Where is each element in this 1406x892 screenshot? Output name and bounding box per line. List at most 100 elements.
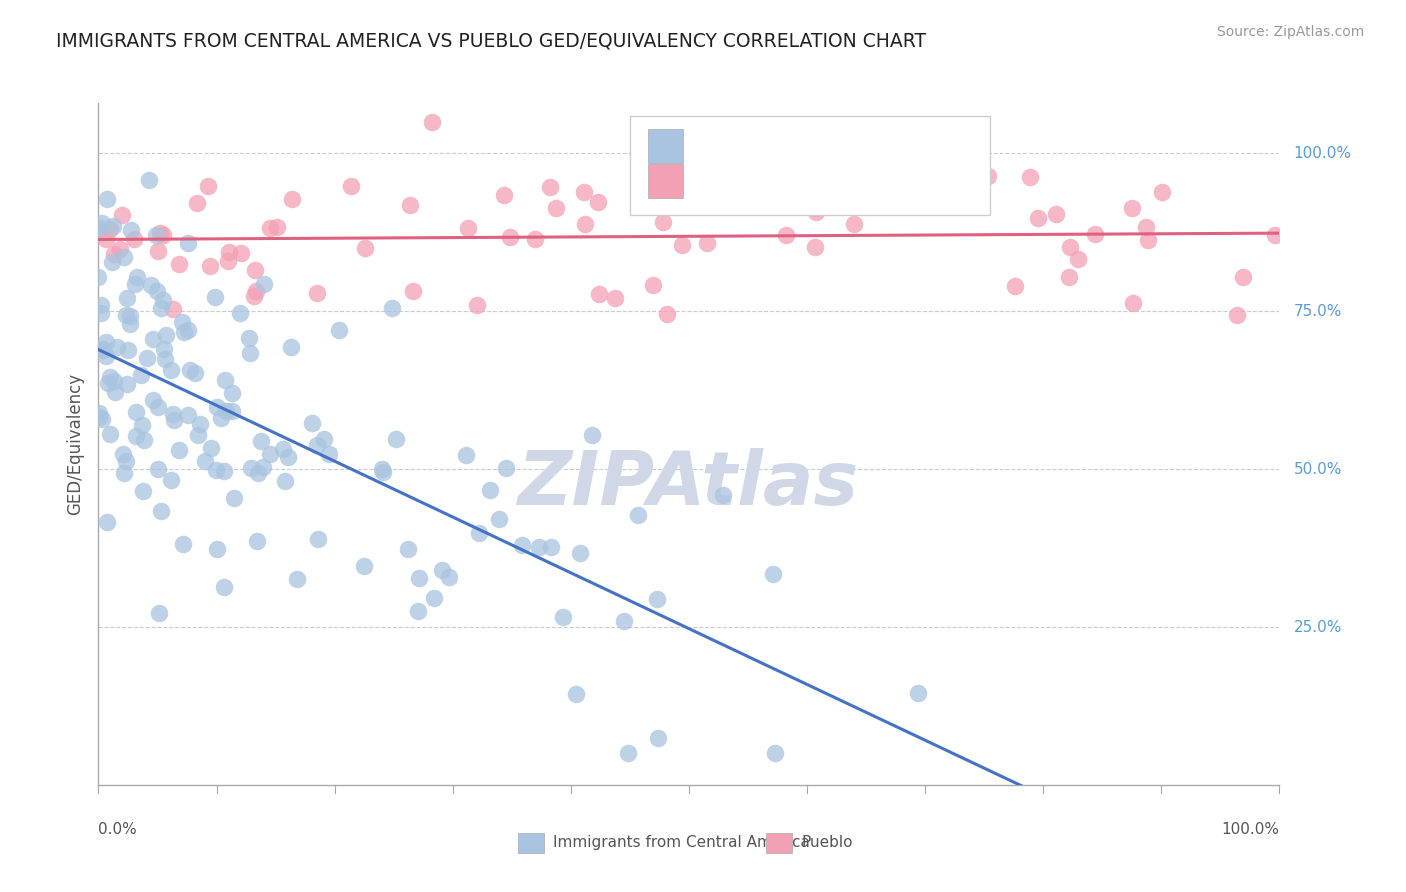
Point xyxy=(842,217,865,231)
Point xyxy=(205,400,228,414)
Text: Pueblo: Pueblo xyxy=(801,836,852,850)
Point xyxy=(173,325,195,339)
Text: 50.0%: 50.0% xyxy=(1294,461,1341,476)
Point xyxy=(132,433,155,447)
Point xyxy=(1122,296,1144,310)
Point xyxy=(87,224,110,238)
Point xyxy=(574,217,596,231)
Point xyxy=(160,363,183,377)
Text: Source: ZipAtlas.com: Source: ZipAtlas.com xyxy=(1216,25,1364,39)
Point xyxy=(89,220,111,235)
Point xyxy=(259,447,281,461)
Point xyxy=(773,166,796,180)
Point xyxy=(806,204,828,219)
Point xyxy=(205,542,228,557)
Point xyxy=(87,270,110,285)
Point xyxy=(96,232,118,246)
Point xyxy=(538,180,561,194)
Point xyxy=(229,306,252,320)
Point xyxy=(581,428,603,442)
Point xyxy=(1084,227,1107,241)
Point xyxy=(101,255,124,269)
Point xyxy=(647,731,669,745)
Point xyxy=(152,228,174,243)
Point xyxy=(312,432,335,446)
Text: 100.0%: 100.0% xyxy=(1222,822,1279,838)
Point xyxy=(167,257,190,271)
Point xyxy=(238,331,260,345)
Point xyxy=(115,376,138,391)
Point xyxy=(90,411,112,425)
Point xyxy=(112,250,135,264)
Point xyxy=(215,404,238,418)
Point xyxy=(277,450,299,465)
Point xyxy=(977,169,1000,184)
Point xyxy=(218,244,240,259)
Point xyxy=(340,178,363,193)
Point xyxy=(711,488,734,502)
Point xyxy=(122,232,145,246)
Point xyxy=(146,244,169,258)
Point xyxy=(90,305,112,319)
Point xyxy=(285,572,308,586)
Point xyxy=(588,286,610,301)
Point xyxy=(527,541,550,555)
Point xyxy=(307,286,329,301)
Point xyxy=(188,417,211,431)
Point xyxy=(242,289,264,303)
Point xyxy=(301,417,323,431)
Bar xyxy=(766,833,792,853)
Text: Immigrants from Central America: Immigrants from Central America xyxy=(553,836,810,850)
Point xyxy=(131,483,153,498)
Point xyxy=(1019,169,1042,184)
Point xyxy=(179,363,201,377)
Point xyxy=(229,245,252,260)
Point xyxy=(91,216,114,230)
Point xyxy=(478,483,501,498)
Point xyxy=(568,546,591,560)
Point xyxy=(100,426,122,441)
Point xyxy=(408,571,430,585)
Point xyxy=(385,432,408,446)
Point xyxy=(98,370,121,384)
Point xyxy=(118,309,141,323)
Point xyxy=(146,462,169,476)
Point xyxy=(252,459,274,474)
Point xyxy=(1067,252,1090,266)
Point xyxy=(699,189,721,203)
Point xyxy=(696,235,718,250)
Point xyxy=(101,219,124,233)
Point xyxy=(499,229,522,244)
Point xyxy=(118,317,141,331)
Bar xyxy=(517,833,544,853)
Point xyxy=(160,473,183,487)
Point xyxy=(245,262,267,277)
Point xyxy=(544,201,567,215)
Text: R = -0.013   N =  73: R = -0.013 N = 73 xyxy=(697,172,866,190)
Point xyxy=(1232,270,1254,285)
Point xyxy=(1004,279,1026,293)
Point xyxy=(217,253,239,268)
Point xyxy=(645,591,668,606)
Point xyxy=(125,270,148,285)
Point xyxy=(307,532,329,546)
Point xyxy=(115,454,138,468)
Point xyxy=(586,195,609,210)
Point xyxy=(204,463,226,477)
Point xyxy=(111,208,134,222)
Point xyxy=(146,284,169,298)
Point xyxy=(103,246,125,260)
Point xyxy=(671,238,693,252)
Point xyxy=(1026,211,1049,226)
Point xyxy=(139,278,162,293)
Point xyxy=(117,343,139,357)
Point xyxy=(105,340,128,354)
Point xyxy=(423,591,446,605)
Point xyxy=(245,284,267,298)
Point xyxy=(212,464,235,478)
Point xyxy=(406,604,429,618)
Point xyxy=(512,538,534,552)
Text: 100.0%: 100.0% xyxy=(1294,145,1351,161)
Point xyxy=(1264,228,1286,243)
Point xyxy=(194,454,217,468)
